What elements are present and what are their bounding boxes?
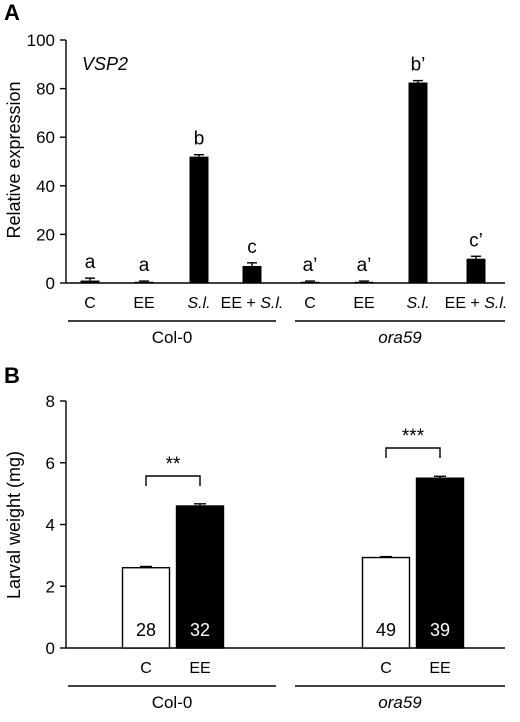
- panel-a-bar: [354, 281, 374, 283]
- panel-a-category-label: S.l.: [406, 295, 429, 312]
- panel-a-category-label: EE + S.l.: [221, 295, 284, 312]
- panel-a-bar: [134, 281, 154, 283]
- panel-b-sample-size-label: 28: [136, 620, 156, 640]
- panel-a-y-tick-label: 80: [36, 80, 55, 99]
- panel-a-significance-letter: a’: [303, 255, 318, 276]
- panel-b-y-tick-label: 4: [46, 516, 55, 535]
- panel-b-category-label: EE: [189, 660, 210, 677]
- panel-b-category-label: C: [140, 660, 152, 677]
- panel-a-category-label: C: [304, 295, 316, 312]
- panel-a-category-label: C: [84, 295, 96, 312]
- panel-a-y-tick-label: 40: [36, 177, 55, 196]
- panel-a-category-label: EE: [353, 295, 374, 312]
- panel-a-label: A: [4, 0, 20, 25]
- panel-a-bar: [466, 258, 486, 283]
- panel-b-significance-stars: ***: [402, 426, 425, 447]
- panel-a-significance-letter: c: [247, 237, 257, 258]
- panel-b-group-label: ora59: [378, 693, 422, 712]
- panel-a-significance-letter: a: [85, 252, 96, 273]
- panel-a-category-label: EE + S.l.: [445, 295, 508, 312]
- panel-a-significance-letter: a’: [357, 255, 372, 276]
- panel-a-y-axis-label: Relative expression: [4, 81, 24, 238]
- panel-b-group-label: Col-0: [152, 693, 193, 712]
- panel-b-y-axis-label: Larval weight (mg): [4, 451, 24, 599]
- panel-a-significance-letter: a: [139, 255, 150, 276]
- panel-b-y-tick-label: 2: [46, 577, 55, 596]
- panel-b-y-tick-label: 0: [46, 639, 55, 658]
- panel-a-bar: [300, 281, 320, 283]
- panel-a-group-label: ora59: [378, 328, 422, 347]
- panel-b-significance-stars: **: [166, 454, 181, 475]
- panel-a-significance-letter: b: [194, 129, 205, 150]
- panel-b-sample-size-label: 49: [376, 620, 396, 640]
- panel-a-significance-letter: b’: [411, 55, 426, 76]
- panel-b-sample-size-label: 39: [430, 620, 450, 640]
- panel-a-y-tick-label: 100: [27, 31, 55, 50]
- panel-a-category-label: EE: [133, 295, 154, 312]
- panel-b-sample-size-label: 32: [190, 620, 210, 640]
- panel-a-bar: [242, 265, 262, 283]
- panel-a-y-tick-label: 20: [36, 225, 55, 244]
- panel-b-category-label: C: [380, 660, 392, 677]
- panel-a-bar: [189, 156, 209, 283]
- panel-a-bar: [80, 280, 100, 283]
- panel-b-bar: [175, 505, 225, 649]
- panel-b-bar: [415, 477, 465, 649]
- panel-b-category-label: EE: [429, 660, 450, 677]
- panel-a-gene-label: VSP2: [82, 54, 128, 74]
- panel-a-bar: [408, 82, 428, 284]
- panel-b-significance-bracket: [385, 447, 441, 458]
- panel-b-y-tick-label: 6: [46, 454, 55, 473]
- panel-b-bar: [121, 567, 171, 649]
- panel-a-category-label: S.l.: [187, 295, 210, 312]
- panel-a-y-tick-label: 60: [36, 128, 55, 147]
- panel-a-significance-letter: c’: [469, 230, 483, 251]
- panel-a-y-tick-label: 0: [46, 274, 55, 293]
- panel-a-group-label: Col-0: [152, 328, 193, 347]
- panel-b-label: B: [4, 363, 20, 388]
- panel-b-y-tick-label: 8: [46, 392, 55, 411]
- panel-b-significance-bracket: [145, 475, 201, 486]
